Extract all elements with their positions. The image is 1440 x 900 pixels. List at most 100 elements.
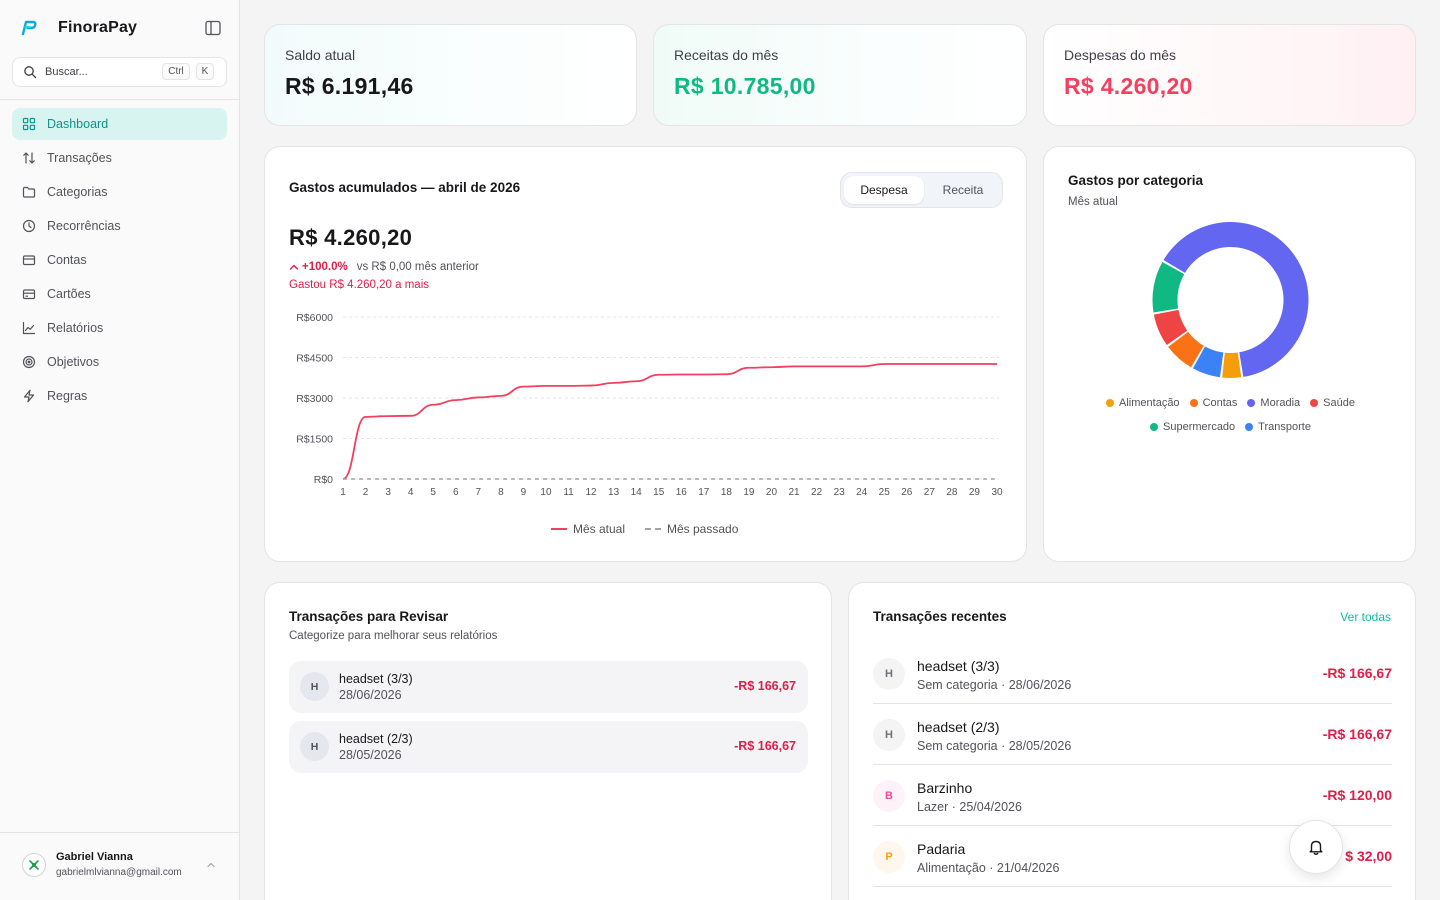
avatar: H — [873, 719, 905, 751]
transaction-amount: -R$ 166,67 — [734, 679, 796, 693]
transaction-name: headset (3/3) — [339, 672, 413, 686]
sidebar-item-dashboard[interactable]: Dashboard — [12, 108, 227, 140]
folder-icon — [22, 186, 36, 198]
see-all-link[interactable]: Ver todas — [1340, 610, 1391, 624]
recent-title: Transações recentes — [873, 609, 1007, 624]
transaction-date: 28/05/2026 — [339, 748, 402, 762]
sidebar-item-label: Transações — [47, 151, 112, 165]
x-tick-label: 19 — [743, 487, 755, 498]
search-icon — [24, 66, 37, 79]
legend-label: Saúde — [1323, 397, 1355, 409]
transaction-row[interactable]: H headset (3/3) Sem categoria · 28/06/20… — [873, 643, 1392, 704]
sidebar-item-cartoes[interactable]: Cartões — [12, 278, 227, 310]
avatar: B — [873, 780, 905, 812]
sidebar-item-label: Dashboard — [47, 117, 109, 131]
transaction-date: 28/06/2026 — [339, 688, 402, 702]
sidebar-item-relatorios[interactable]: Relatórios — [12, 312, 227, 344]
current-month-line — [342, 363, 997, 480]
review-item[interactable]: H headset (2/3) 28/05/2026 -R$ 166,67 — [289, 721, 808, 773]
sidebar-item-contas[interactable]: Contas — [12, 244, 227, 276]
sidebar-item-objetivos[interactable]: Objetivos — [12, 346, 227, 378]
arrows-up-down-icon — [23, 152, 35, 164]
shortcut-k-key: K — [196, 63, 214, 80]
x-tick-label: 11 — [563, 487, 574, 498]
transaction-name: headset (3/3) — [917, 658, 1000, 674]
x-tick-label: 7 — [476, 487, 482, 498]
avatar: H — [300, 732, 329, 761]
legend-dot — [1189, 399, 1198, 407]
transaction-name: headset (2/3) — [339, 732, 413, 746]
transaction-row[interactable]: P Padaria Alimentação · 21/04/2026 $ 32,… — [873, 826, 1392, 887]
x-tick-label: 21 — [788, 487, 800, 498]
legend-label: Mês passado — [667, 522, 739, 536]
x-tick-label: 10 — [540, 487, 552, 498]
sidebar-item-categorias[interactable]: Categorias — [12, 176, 227, 208]
avatar: H — [873, 658, 905, 690]
user-logo-icon — [29, 860, 39, 870]
donut-slice-alimentação — [1222, 352, 1242, 378]
sidebar-toggle-icon[interactable] — [204, 19, 222, 37]
donut-slice-saúde — [1153, 309, 1188, 346]
chart-title: Gastos acumulados — abril de 2026 — [289, 180, 521, 195]
legend-dot — [1247, 399, 1256, 407]
x-tick-label: 28 — [946, 487, 958, 498]
legend-dot — [1150, 423, 1159, 431]
y-tick-label: R$4500 — [296, 353, 333, 365]
x-tick-label: 12 — [586, 487, 598, 498]
x-tick-label: 5 — [430, 487, 436, 498]
brand[interactable]: FinoraPay — [20, 16, 137, 40]
legend-dot — [1245, 423, 1254, 431]
transaction-name: Barzinho — [917, 780, 973, 796]
donut-legend-row: Supermercado Transporte — [1044, 421, 1417, 433]
legend-item: Moradia — [1247, 397, 1300, 409]
legend-item: Transporte — [1245, 421, 1311, 433]
transaction-amount: -R$ 120,00 — [1322, 787, 1392, 803]
search-input[interactable]: Buscar... Ctrl K — [12, 57, 227, 87]
x-tick-label: 6 — [453, 487, 459, 498]
change-row: +100.0% vs R$ 0,00 mês anterior — [289, 261, 479, 273]
notifications-button[interactable] — [1289, 820, 1343, 874]
toggle-receita[interactable]: Receita — [942, 183, 984, 197]
review-title: Transações para Revisar — [289, 609, 449, 624]
user-menu[interactable]: Gabriel Vianna gabrielmlvianna@gmail.com — [0, 832, 239, 900]
review-subtitle: Categorize para melhorar seus relatórios — [289, 630, 498, 642]
income-value: R$ 10.785,00 — [674, 73, 816, 99]
expense-card: Despesas do mês R$ 4.260,20 — [1043, 24, 1416, 126]
avatar: P — [873, 841, 905, 873]
legend-label: Transporte — [1258, 421, 1311, 433]
expense-value: R$ 4.260,20 — [1064, 73, 1193, 99]
sidebar-item-label: Cartões — [47, 287, 91, 301]
legend-label: Alimentação — [1119, 397, 1180, 409]
wallet-icon — [22, 255, 36, 266]
toggle-despesa[interactable]: Despesa — [844, 176, 924, 204]
change-comparison: vs R$ 0,00 mês anterior — [356, 261, 479, 273]
x-tick-label: 4 — [408, 487, 414, 498]
lightning-icon — [23, 389, 35, 403]
transaction-row[interactable]: H headset (2/3) Sem categoria · 28/05/20… — [873, 704, 1392, 765]
sidebar: FinoraPay Buscar... Ctrl K Dashboard Tra… — [0, 0, 240, 900]
x-tick-label: 13 — [608, 487, 620, 498]
legend-label: Supermercado — [1163, 421, 1236, 433]
sidebar-item-transacoes[interactable]: Transações — [12, 142, 227, 174]
donut-slice-transporte — [1192, 346, 1224, 378]
y-tick-label: R$1500 — [296, 434, 333, 446]
transaction-row[interactable]: B Barzinho Lazer · 25/04/2026 -R$ 120,00 — [873, 765, 1392, 826]
sidebar-item-label: Contas — [47, 253, 87, 267]
finorapay-logo-icon — [21, 20, 37, 36]
change-percent: +100.0% — [302, 261, 348, 273]
sidebar-item-recorrencias[interactable]: Recorrências — [12, 210, 227, 242]
review-transactions-card: Transações para Revisar Categorize para … — [264, 582, 832, 900]
x-tick-label: 17 — [698, 487, 710, 498]
caret-up-icon — [289, 264, 299, 270]
donut-slice-moradia — [1163, 222, 1309, 377]
legend-current-month: Mês atual — [551, 522, 625, 536]
x-tick-label: 27 — [924, 487, 936, 498]
sidebar-item-regras[interactable]: Regras — [12, 380, 227, 412]
app-name: FinoraPay — [58, 19, 138, 36]
x-tick-label: 2 — [363, 487, 369, 498]
legend-swatch-dashed — [645, 528, 661, 530]
legend-item: Contas — [1189, 397, 1237, 409]
x-tick-label: 20 — [766, 487, 778, 498]
review-item[interactable]: H headset (3/3) 28/06/2026 -R$ 166,67 — [289, 661, 808, 713]
income-label: Receitas do mês — [674, 47, 779, 63]
